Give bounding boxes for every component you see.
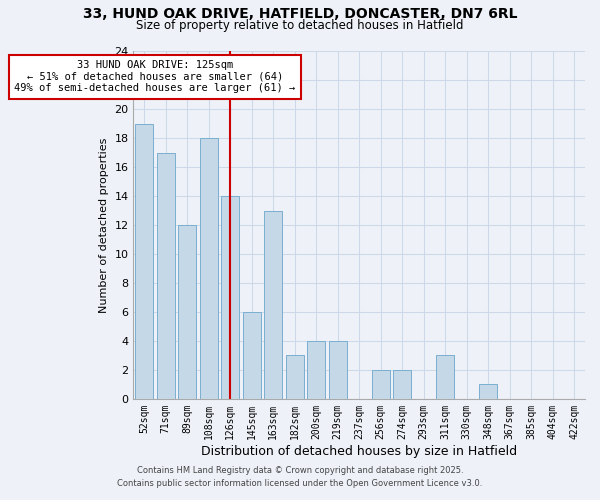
Text: Contains HM Land Registry data © Crown copyright and database right 2025.
Contai: Contains HM Land Registry data © Crown c… bbox=[118, 466, 482, 487]
Bar bbox=[479, 384, 497, 399]
Bar bbox=[436, 356, 454, 399]
Bar bbox=[221, 196, 239, 399]
Text: 33, HUND OAK DRIVE, HATFIELD, DONCASTER, DN7 6RL: 33, HUND OAK DRIVE, HATFIELD, DONCASTER,… bbox=[83, 8, 517, 22]
X-axis label: Distribution of detached houses by size in Hatfield: Distribution of detached houses by size … bbox=[201, 444, 517, 458]
Bar bbox=[242, 312, 261, 399]
Bar bbox=[200, 138, 218, 399]
Text: Size of property relative to detached houses in Hatfield: Size of property relative to detached ho… bbox=[136, 18, 464, 32]
Bar bbox=[307, 341, 325, 399]
Bar bbox=[178, 225, 196, 399]
Bar bbox=[393, 370, 412, 399]
Bar bbox=[329, 341, 347, 399]
Y-axis label: Number of detached properties: Number of detached properties bbox=[99, 138, 109, 313]
Bar bbox=[157, 153, 175, 399]
Bar bbox=[371, 370, 390, 399]
Bar bbox=[286, 356, 304, 399]
Text: 33 HUND OAK DRIVE: 125sqm
← 51% of detached houses are smaller (64)
49% of semi-: 33 HUND OAK DRIVE: 125sqm ← 51% of detac… bbox=[14, 60, 296, 94]
Bar bbox=[135, 124, 154, 399]
Bar bbox=[264, 210, 283, 399]
